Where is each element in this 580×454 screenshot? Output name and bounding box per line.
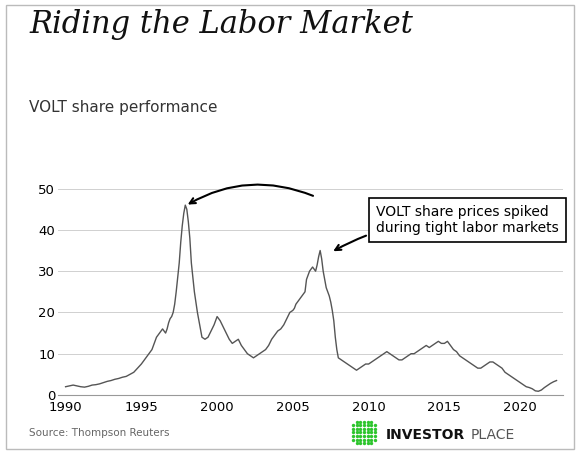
Point — [370, 436, 379, 443]
Point — [363, 432, 372, 439]
Point — [352, 422, 361, 429]
Point — [349, 432, 358, 439]
Point — [360, 432, 369, 439]
Point — [356, 422, 365, 429]
Point — [363, 422, 372, 429]
Point — [370, 429, 379, 436]
Point — [349, 425, 358, 433]
Text: INVESTOR: INVESTOR — [386, 428, 465, 442]
Point — [363, 425, 372, 433]
Point — [360, 436, 369, 443]
Text: PLACE: PLACE — [471, 428, 515, 442]
Point — [352, 432, 361, 439]
Point — [363, 418, 372, 425]
Text: VOLT share prices spiked
during tight labor markets: VOLT share prices spiked during tight la… — [335, 205, 559, 250]
Point — [356, 439, 365, 447]
Point — [367, 432, 376, 439]
Point — [367, 429, 376, 436]
Point — [356, 436, 365, 443]
Point — [370, 422, 379, 429]
Point — [356, 432, 365, 439]
Point — [370, 425, 379, 433]
Text: Riding the Labor Market: Riding the Labor Market — [29, 9, 413, 40]
Point — [360, 425, 369, 433]
Point — [367, 422, 376, 429]
Point — [352, 436, 361, 443]
Point — [349, 422, 358, 429]
Point — [367, 418, 376, 425]
Point — [352, 429, 361, 436]
Point — [356, 429, 365, 436]
Point — [360, 439, 369, 447]
Point — [360, 422, 369, 429]
Point — [352, 425, 361, 433]
Point — [363, 439, 372, 447]
Point — [367, 439, 376, 447]
Text: Source: Thompson Reuters: Source: Thompson Reuters — [29, 428, 169, 438]
Point — [352, 418, 361, 425]
Point — [360, 418, 369, 425]
Point — [360, 429, 369, 436]
Point — [349, 429, 358, 436]
Point — [363, 436, 372, 443]
Point — [349, 436, 358, 443]
Point — [356, 425, 365, 433]
Point — [363, 429, 372, 436]
Point — [367, 436, 376, 443]
Point — [352, 439, 361, 447]
Point — [367, 425, 376, 433]
Point — [356, 418, 365, 425]
Point — [370, 432, 379, 439]
Text: VOLT share performance: VOLT share performance — [29, 100, 218, 115]
